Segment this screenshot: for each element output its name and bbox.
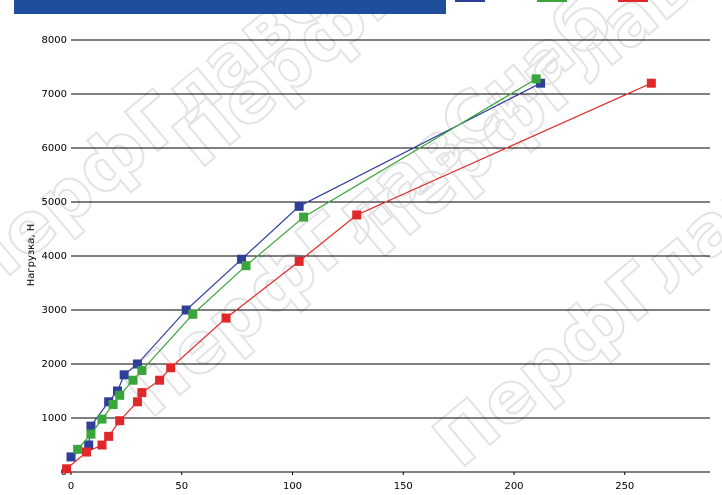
point-2-11	[352, 210, 362, 220]
y-tick-label-1000: 1000	[42, 413, 67, 424]
point-1-2	[97, 414, 107, 424]
header-bar	[14, 0, 446, 14]
x-tick-labels: 0 50 100 150 200 250	[68, 481, 634, 492]
y-tick-label-4000: 4000	[42, 251, 67, 262]
series-layer	[62, 74, 656, 474]
gridlines	[70, 39, 710, 475]
point-0-7	[181, 305, 191, 315]
point-0-9	[294, 201, 304, 211]
y-tick-label-6000: 6000	[42, 143, 67, 154]
y-tick-label-7000: 7000	[42, 89, 67, 100]
series-1	[73, 74, 541, 454]
point-2-1	[82, 447, 92, 457]
point-2-9	[221, 313, 231, 323]
point-1-7	[188, 309, 198, 319]
point-2-12	[646, 78, 656, 88]
point-2-10	[294, 256, 304, 266]
point-2-7	[155, 375, 165, 385]
x-tick-label-250: 250	[615, 481, 634, 492]
point-2-4	[115, 416, 125, 426]
y-tick-labels: 010002000300040005000600070008000	[42, 35, 67, 478]
x-tick-label-100: 100	[283, 481, 302, 492]
point-1-4	[115, 390, 125, 400]
point-1-1	[86, 429, 96, 439]
point-1-9	[299, 212, 309, 222]
point-1-3	[108, 400, 118, 409]
y-tick-label-5000: 5000	[42, 197, 67, 208]
legend-swatch-0	[455, 0, 485, 2]
legend-swatch-2	[618, 0, 648, 2]
y-tick-label-2000: 2000	[42, 359, 67, 370]
point-0-5	[119, 370, 129, 380]
point-0-2	[86, 421, 96, 431]
point-2-8	[166, 363, 176, 373]
point-2-0	[62, 464, 72, 474]
point-2-6	[137, 388, 147, 398]
point-0-1	[84, 440, 94, 450]
point-1-6	[137, 365, 147, 375]
legend	[455, 0, 648, 2]
point-1-5	[128, 375, 138, 385]
point-0-8	[237, 254, 247, 264]
y-axis-label: Нагрузка, Н	[26, 224, 37, 287]
point-2-3	[104, 431, 114, 441]
legend-swatch-1	[537, 0, 567, 2]
point-1-0	[73, 444, 83, 454]
x-tick-label-0: 0	[68, 481, 74, 492]
point-2-5	[132, 397, 142, 407]
series-2	[62, 78, 656, 474]
point-2-2	[97, 440, 107, 450]
x-tick-label-50: 50	[175, 481, 188, 492]
point-0-0	[66, 452, 76, 462]
point-0-6	[132, 359, 142, 369]
point-1-10	[531, 74, 541, 84]
x-tick-label-150: 150	[394, 481, 413, 492]
point-1-8	[241, 261, 251, 271]
y-tick-label-8000: 8000	[42, 35, 67, 46]
x-tick-label-200: 200	[504, 481, 523, 492]
y-tick-label-3000: 3000	[42, 305, 67, 316]
